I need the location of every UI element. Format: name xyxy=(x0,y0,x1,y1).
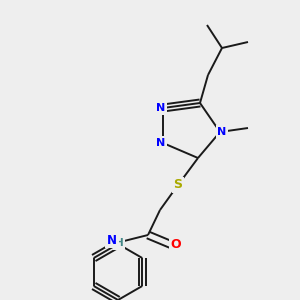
Text: S: S xyxy=(173,178,182,191)
Text: N: N xyxy=(218,127,226,137)
Text: H: H xyxy=(115,238,123,248)
Text: N: N xyxy=(156,138,166,148)
Text: N: N xyxy=(156,103,166,113)
Text: N: N xyxy=(218,127,226,137)
Text: O: O xyxy=(171,238,181,251)
Text: N: N xyxy=(107,233,117,247)
